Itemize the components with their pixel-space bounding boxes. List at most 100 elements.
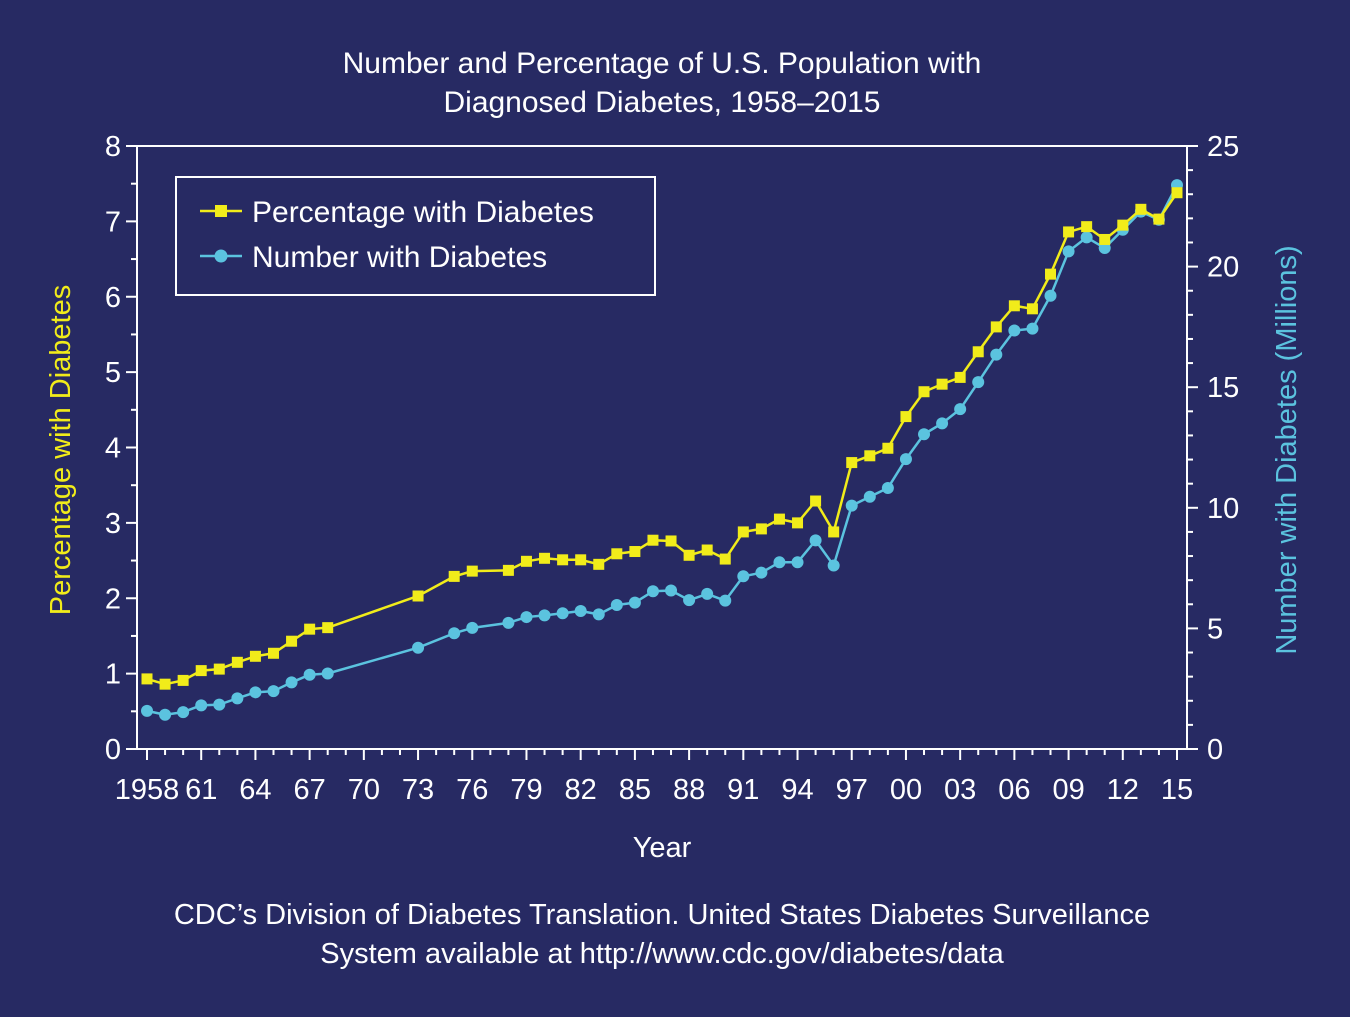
source-line1: CDC’s Division of Diabetes Translation. … xyxy=(174,899,1150,931)
data-point-circle xyxy=(936,417,949,430)
data-point-square xyxy=(972,346,984,358)
chart-title-line1: Number and Percentage of U.S. Population… xyxy=(343,47,982,80)
data-point-circle xyxy=(231,692,244,705)
x-tick-label: 00 xyxy=(890,774,922,806)
data-point-circle xyxy=(972,376,985,389)
data-point-circle xyxy=(646,585,659,598)
x-tick-label: 64 xyxy=(239,774,271,806)
data-point-circle xyxy=(321,667,334,680)
data-point-circle xyxy=(683,594,696,607)
data-point-square xyxy=(539,552,551,564)
data-point-square xyxy=(611,548,623,560)
data-point-square xyxy=(575,554,587,566)
data-point-circle xyxy=(1062,245,1075,258)
data-point-circle xyxy=(954,403,967,416)
data-point-square xyxy=(267,647,279,659)
data-point-square xyxy=(719,553,731,565)
data-point-circle xyxy=(448,627,461,640)
series-line xyxy=(146,184,1179,716)
legend-box xyxy=(175,176,656,296)
data-point-square xyxy=(882,442,894,454)
data-point-square xyxy=(1135,203,1147,215)
data-point-square xyxy=(1026,303,1038,315)
data-point-circle xyxy=(502,616,515,629)
x-tick-label: 03 xyxy=(944,774,976,806)
data-point-circle xyxy=(592,608,605,621)
x-tick-label: 67 xyxy=(293,774,325,806)
data-point-square xyxy=(701,544,713,556)
data-point-circle xyxy=(737,570,750,583)
data-point-square xyxy=(918,386,930,398)
data-point-square xyxy=(213,663,225,675)
data-point-square xyxy=(557,554,569,566)
data-point-circle xyxy=(466,621,479,634)
legend-number-label: Number with Diabetes xyxy=(252,241,547,274)
source-line2: System available at http://www.cdc.gov/d… xyxy=(320,938,1004,970)
data-point-circle xyxy=(628,596,641,609)
x-tick-label: 06 xyxy=(998,774,1030,806)
data-point-square xyxy=(502,564,514,576)
legend-number-marker xyxy=(214,249,228,263)
left-tick-label: 2 xyxy=(105,583,121,615)
data-point-circle xyxy=(918,428,931,441)
series-percentage-with-diabetes xyxy=(141,187,1183,690)
left-tick-label: 8 xyxy=(105,131,121,163)
x-tick-label: 85 xyxy=(619,774,651,806)
data-point-circle xyxy=(827,559,840,572)
data-point-circle xyxy=(719,594,732,607)
data-point-square xyxy=(1117,219,1129,231)
data-point-circle xyxy=(773,556,786,569)
data-point-square xyxy=(792,517,804,529)
data-point-circle xyxy=(610,599,623,612)
data-point-square xyxy=(629,546,641,558)
x-tick-label: 88 xyxy=(673,774,705,806)
data-point-circle xyxy=(1008,324,1021,337)
data-point-circle xyxy=(520,611,533,624)
left-tick-label: 0 xyxy=(105,734,121,766)
data-point-square xyxy=(448,570,460,582)
legend: Percentage with Diabetes Number with Dia… xyxy=(175,176,656,296)
data-point-square xyxy=(322,622,334,634)
data-point-circle xyxy=(574,605,587,618)
data-point-circle xyxy=(412,641,425,654)
x-tick-label: 15 xyxy=(1161,774,1193,806)
data-point-circle xyxy=(177,706,190,719)
data-point-circle xyxy=(665,584,678,597)
data-point-square xyxy=(683,549,695,561)
y-axis-left-label: Percentage with Diabetes xyxy=(45,285,77,615)
data-point-circle xyxy=(1044,289,1057,302)
data-point-circle xyxy=(159,708,172,721)
data-point-square xyxy=(1045,268,1057,280)
data-point-circle xyxy=(809,534,822,547)
x-tick-label: 76 xyxy=(456,774,488,806)
data-point-circle xyxy=(755,566,768,579)
right-tick-label: 5 xyxy=(1207,613,1223,645)
data-point-circle xyxy=(556,607,569,620)
data-point-square xyxy=(1063,226,1075,238)
plot-frame xyxy=(136,145,1188,750)
left-axis-ticks: 0 1 2 3 4 5 6 7 8 xyxy=(105,131,137,766)
data-point-circle xyxy=(249,686,262,699)
data-point-square xyxy=(249,650,261,662)
data-point-square xyxy=(1171,187,1183,199)
right-axis-ticks: 0 5 10 15 20 25 xyxy=(1187,131,1239,766)
left-tick-label: 3 xyxy=(105,508,121,540)
data-point-square xyxy=(810,495,822,507)
data-point-square xyxy=(1081,221,1093,233)
right-tick-label: 15 xyxy=(1207,372,1239,404)
data-point-square xyxy=(954,371,966,383)
y-axis-right-label: Number with Diabetes (Millions) xyxy=(1271,245,1303,654)
data-point-square xyxy=(1008,300,1020,312)
x-tick-label: 79 xyxy=(510,774,542,806)
right-tick-label: 25 xyxy=(1207,131,1239,163)
data-point-square xyxy=(828,526,840,538)
data-point-square xyxy=(593,558,605,570)
data-point-circle xyxy=(538,609,551,622)
left-tick-label: 5 xyxy=(105,357,121,389)
data-point-square xyxy=(936,378,948,390)
data-point-square xyxy=(846,457,858,469)
data-point-square xyxy=(141,673,153,685)
data-point-circle xyxy=(195,699,208,712)
